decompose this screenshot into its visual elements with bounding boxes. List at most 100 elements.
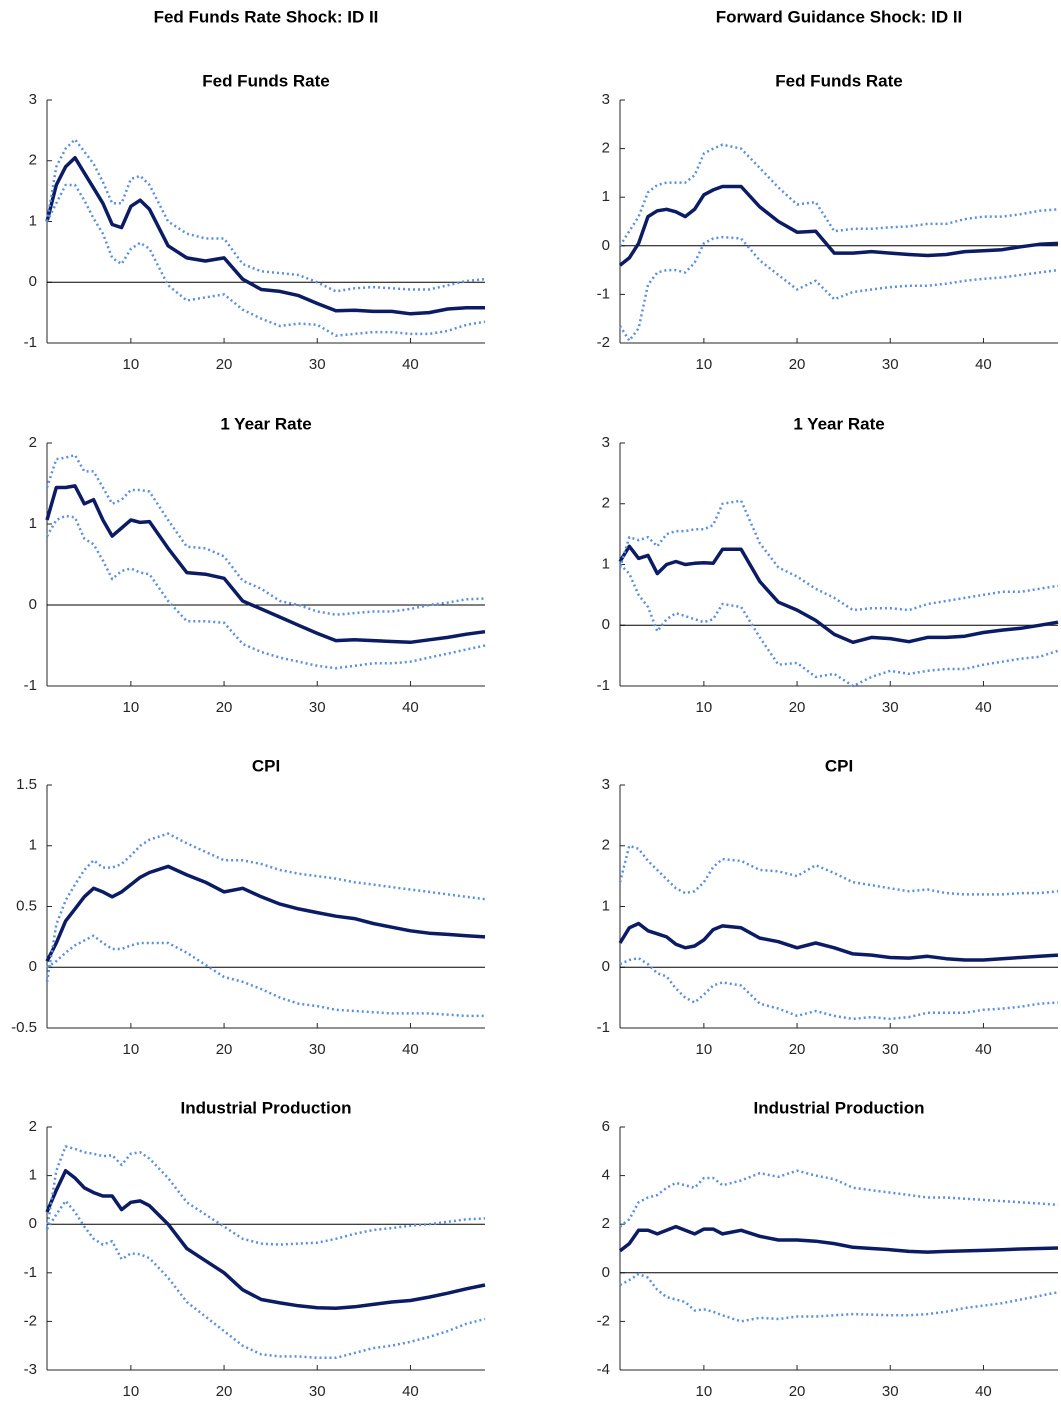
x-tick-label: 10: [123, 1383, 140, 1400]
series-line: [45, 1168, 486, 1311]
x-tick-label: 10: [123, 1041, 140, 1058]
series-line: [619, 1169, 1059, 1228]
series-line: [45, 453, 486, 616]
y-tick-label: 0: [29, 596, 37, 613]
y-tick-label: -1: [597, 1019, 610, 1036]
series-line: [618, 235, 1059, 342]
y-tick-label: -1: [597, 285, 610, 302]
y-tick-label: -1: [24, 677, 37, 694]
x-tick-label: 20: [216, 699, 233, 716]
series-line: [619, 1272, 1059, 1323]
series-line: [619, 956, 1059, 1021]
series-line: [45, 155, 485, 316]
series-line: [618, 499, 1059, 612]
series-line: [618, 844, 1059, 896]
x-tick-label: 20: [789, 699, 806, 716]
x-tick-label: 40: [402, 356, 419, 373]
y-tick-label: -1: [24, 334, 37, 351]
y-tick-label: 1: [29, 837, 37, 854]
y-tick-label: 0: [602, 616, 610, 633]
chart-title: Fed Funds Rate: [775, 71, 903, 90]
y-tick-label: -2: [24, 1312, 37, 1329]
y-tick-label: 0: [29, 1215, 37, 1232]
y-tick-label: -4: [597, 1361, 610, 1378]
y-tick-label: -1: [24, 1264, 37, 1281]
series-line: [45, 484, 486, 645]
x-tick-label: 40: [402, 1041, 419, 1058]
series-line: [45, 138, 486, 293]
y-tick-label: 1: [602, 897, 610, 914]
x-tick-label: 10: [696, 699, 713, 716]
x-tick-label: 30: [882, 356, 899, 373]
chart-title: CPI: [252, 756, 280, 775]
y-tick-label: -2: [597, 334, 610, 351]
x-tick-label: 10: [123, 356, 140, 373]
series-line: [45, 832, 486, 983]
x-tick-label: 20: [216, 1383, 233, 1400]
series-line: [618, 184, 1059, 267]
x-tick-label: 20: [789, 356, 806, 373]
series-line: [45, 1199, 486, 1360]
y-tick-label: 1: [602, 188, 610, 205]
y-tick-label: 0: [602, 237, 610, 254]
column-title: Forward Guidance Shock: ID II: [716, 7, 963, 26]
y-tick-label: 3: [602, 91, 610, 108]
x-tick-label: 20: [216, 356, 233, 373]
x-tick-label: 10: [696, 1383, 713, 1400]
x-tick-label: 20: [789, 1383, 806, 1400]
series-line: [45, 183, 486, 337]
y-tick-label: 1: [29, 515, 37, 532]
series-line: [46, 934, 485, 1018]
y-tick-label: 2: [29, 152, 37, 169]
y-tick-label: 1: [602, 555, 610, 572]
y-tick-label: 0.5: [16, 897, 37, 914]
y-tick-label: 3: [29, 91, 37, 108]
x-tick-label: 30: [309, 699, 326, 716]
y-tick-label: 2: [602, 495, 610, 512]
y-tick-label: 2: [602, 837, 610, 854]
chart-title: 1 Year Rate: [793, 414, 884, 433]
series-line: [45, 1145, 486, 1246]
y-tick-label: 1: [29, 212, 37, 229]
y-tick-label: 2: [602, 140, 610, 157]
x-tick-label: 30: [882, 1383, 899, 1400]
series-line: [618, 544, 1059, 645]
y-tick-label: 3: [602, 434, 610, 451]
series-line: [45, 864, 486, 962]
x-tick-label: 20: [216, 1041, 233, 1058]
x-tick-label: 30: [882, 699, 899, 716]
x-tick-label: 40: [975, 699, 992, 716]
x-tick-label: 10: [696, 356, 713, 373]
series-line: [618, 1224, 1059, 1254]
y-tick-label: 3: [602, 776, 610, 793]
x-tick-label: 40: [402, 699, 419, 716]
y-tick-label: 1.5: [16, 776, 37, 793]
y-tick-label: 0: [602, 958, 610, 975]
x-tick-label: 20: [789, 1041, 806, 1058]
chart-title: Fed Funds Rate: [202, 71, 330, 90]
y-tick-label: 2: [29, 1118, 37, 1135]
y-tick-label: 6: [602, 1118, 610, 1135]
chart-title: CPI: [825, 756, 853, 775]
x-tick-label: 10: [123, 699, 140, 716]
chart-title: Industrial Production: [754, 1098, 925, 1117]
x-tick-label: 30: [882, 1041, 899, 1058]
y-tick-label: 0: [29, 273, 37, 290]
series-line: [618, 921, 1059, 962]
x-tick-label: 10: [696, 1041, 713, 1058]
y-tick-label: -3: [24, 1361, 37, 1378]
x-tick-label: 30: [309, 1383, 326, 1400]
x-tick-label: 40: [975, 1041, 992, 1058]
y-tick-label: -0.5: [11, 1019, 37, 1036]
x-tick-label: 30: [309, 1041, 326, 1058]
chart-title: Industrial Production: [181, 1098, 352, 1117]
y-tick-label: 0: [602, 1264, 610, 1281]
y-tick-label: 2: [602, 1215, 610, 1232]
x-tick-label: 40: [402, 1383, 419, 1400]
chart-title: 1 Year Rate: [220, 414, 311, 433]
x-tick-label: 40: [975, 1383, 992, 1400]
column-title: Fed Funds Rate Shock: ID II: [154, 7, 379, 26]
y-tick-label: -2: [597, 1312, 610, 1329]
y-tick-label: 1: [29, 1167, 37, 1184]
